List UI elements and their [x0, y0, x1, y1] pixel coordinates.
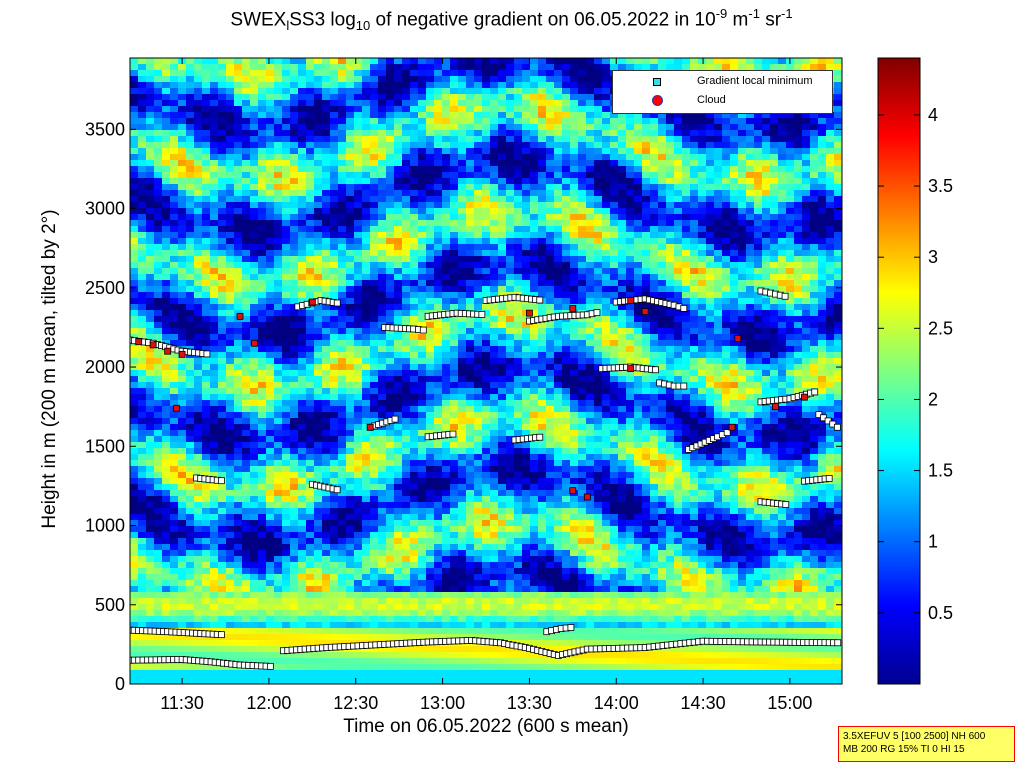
x-tick-label: 11:30: [160, 693, 204, 713]
cloud-marker: [569, 487, 577, 495]
plot-frame: [129, 57, 843, 685]
legend-entry-cloud: Cloud: [613, 93, 832, 109]
gradient-minimum-marker: [333, 299, 341, 307]
colorbar: [877, 57, 921, 685]
cloud-marker: [149, 341, 157, 349]
cloud-marker: [236, 312, 244, 320]
x-axis-label: Time on 06.05.2022 (600 s mean): [343, 716, 629, 737]
y-tick-label: 1500: [85, 436, 125, 456]
gradient-minimum-marker: [723, 429, 731, 436]
gradient-minimum-marker: [567, 624, 575, 631]
gradient-minimum-marker: [593, 309, 601, 317]
cyan-square-icon: [653, 78, 661, 86]
gradient-minimum-marker: [680, 304, 688, 312]
gradient-minimum-marker: [536, 296, 544, 304]
y-axis-label: Height in m (200 m mean, tilted by 2°): [39, 209, 60, 529]
cloud-marker: [627, 365, 635, 373]
colorbar-tick-label: 3.5: [928, 176, 953, 196]
y-tick-label: 0: [115, 674, 125, 694]
y-tick-label: 2000: [85, 357, 125, 377]
info-line-1: 3.5XEFUV 5 [100 2500] NH 600: [843, 731, 986, 742]
cloud-marker: [728, 423, 736, 431]
y-tick-label: 3500: [85, 119, 125, 139]
info-box: 3.5XEFUV 5 [100 2500] NH 600 MB 200 RG 1…: [838, 726, 1015, 762]
cloud-marker: [772, 403, 779, 411]
legend: Gradient local minimum Cloud: [612, 70, 833, 114]
colorbar-tick-label: 1.5: [928, 461, 953, 481]
x-tick-label: 13:00: [420, 693, 465, 713]
gradient-minimum-marker: [478, 311, 486, 318]
cloud-marker: [308, 298, 316, 306]
colorbar-tick-label: 4: [928, 105, 938, 125]
colorbar-tick-label: 2: [928, 389, 938, 409]
gradient-minimum-marker: [834, 639, 842, 647]
gradient-minimum-marker: [652, 366, 659, 374]
y-tick-label: 2500: [85, 278, 125, 298]
cloud-marker: [135, 338, 143, 346]
colorbar-axis: 0.5 1 1.5 2 2.5 3 3.5 4: [878, 105, 953, 623]
legend-label: Cloud: [697, 94, 726, 106]
gradient-minimum-marker: [449, 430, 457, 438]
chart-title: SWEXlSS3 log10 of negative gradient on 0…: [230, 6, 793, 34]
y-tick-label: 3000: [85, 199, 125, 219]
red-dot-icon: [652, 95, 663, 106]
gradient-minimum-marker: [203, 350, 211, 358]
gradient-minimum-marker: [217, 477, 225, 485]
cloud-marker: [251, 339, 258, 347]
legend-entry-gradient-minimum: Gradient local minimum: [613, 74, 832, 90]
colorbar-tick-label: 3: [928, 247, 938, 267]
cloud-marker: [569, 304, 577, 312]
y-tick-label: 500: [95, 595, 125, 615]
cloud-marker: [734, 335, 742, 342]
x-tick-label: 12:30: [333, 693, 378, 713]
x-axis: 11:30 12:00 12:30 13:00 13:30 14:00 14:30 15:00: [160, 58, 812, 713]
cloud-marker: [164, 347, 172, 355]
cloud-marker: [641, 308, 649, 315]
legend-label: Gradient local minimum: [697, 75, 813, 87]
cloud-marker: [178, 350, 186, 358]
gradient-minimum-marker: [217, 631, 225, 639]
cloud-marker: [627, 297, 635, 304]
gradient-minimum-marker: [781, 292, 789, 300]
cloud-marker: [800, 393, 808, 401]
x-tick-label: 14:00: [594, 693, 639, 713]
gradient-minimum-marker: [391, 415, 399, 423]
colorbar-tick-label: 1: [928, 532, 938, 552]
gradient-minimum-marker: [811, 388, 819, 396]
y-tick-label: 1000: [85, 516, 125, 536]
cloud-marker: [172, 404, 180, 412]
gradient-minimum-marker: [825, 475, 833, 482]
x-tick-label: 14:30: [681, 693, 726, 713]
gradient-minimum-marker: [419, 326, 427, 334]
gradient-minimum-marker: [782, 501, 790, 508]
gradient-minimum-marker: [680, 382, 688, 390]
heatmap: [130, 58, 842, 684]
cloud-marker: [366, 423, 374, 431]
x-tick-label: 15:00: [767, 693, 812, 713]
x-tick-label: 13:30: [507, 693, 552, 713]
gradient-minimum-marker: [266, 662, 274, 670]
colorbar-tick-label: 0.5: [928, 603, 953, 623]
markers: [130, 287, 842, 670]
gradient-minimum-marker: [333, 486, 341, 494]
gradient-minimum-marker: [536, 433, 544, 441]
colorbar-tick-label: 2.5: [928, 318, 953, 338]
cloud-marker: [583, 493, 591, 501]
info-line-2: MB 200 RG 15% TI 0 HI 15: [843, 744, 965, 755]
gradient-minimum-marker: [833, 423, 841, 431]
y-axis: 0 500 1000 1500 2000 2500 3000 3500: [85, 119, 842, 694]
cloud-marker: [526, 309, 533, 317]
x-tick-label: 12:00: [246, 693, 291, 713]
